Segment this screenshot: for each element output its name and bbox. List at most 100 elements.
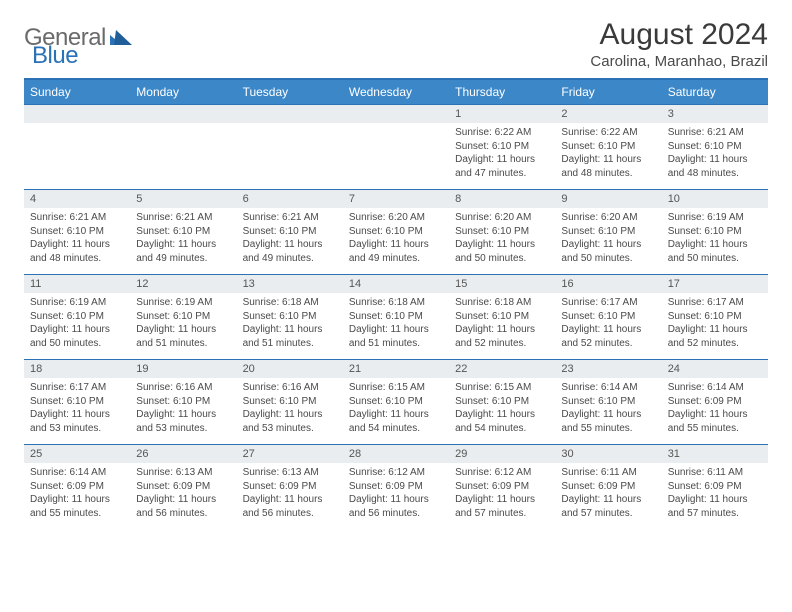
day-number-cell: 28 [343, 445, 449, 464]
day-number-cell: 2 [555, 105, 661, 124]
sunset-line: Sunset: 6:09 PM [561, 480, 655, 494]
sunrise-line: Sunrise: 6:16 AM [136, 381, 230, 395]
daylight-line: Daylight: 11 hours and 53 minutes. [30, 408, 124, 435]
day-number: 31 [662, 445, 768, 463]
day-info-cell: Sunrise: 6:15 AMSunset: 6:10 PMDaylight:… [343, 378, 449, 445]
sun-info: Sunrise: 6:17 AMSunset: 6:10 PMDaylight:… [555, 293, 661, 354]
sunrise-line: Sunrise: 6:19 AM [668, 211, 762, 225]
day-number-row: 18192021222324 [24, 360, 768, 379]
day-number: 29 [449, 445, 555, 463]
daylight-line: Daylight: 11 hours and 50 minutes. [30, 323, 124, 350]
sunset-line: Sunset: 6:10 PM [455, 395, 549, 409]
weekday-header: Monday [130, 79, 236, 105]
day-number [24, 105, 130, 111]
sunrise-line: Sunrise: 6:21 AM [243, 211, 337, 225]
sunrise-line: Sunrise: 6:19 AM [136, 296, 230, 310]
sunrise-line: Sunrise: 6:16 AM [243, 381, 337, 395]
weekday-header: Thursday [449, 79, 555, 105]
sunrise-line: Sunrise: 6:12 AM [455, 466, 549, 480]
sunset-line: Sunset: 6:10 PM [30, 225, 124, 239]
sun-info: Sunrise: 6:22 AMSunset: 6:10 PMDaylight:… [449, 123, 555, 184]
day-info-row: Sunrise: 6:19 AMSunset: 6:10 PMDaylight:… [24, 293, 768, 360]
sunrise-line: Sunrise: 6:21 AM [136, 211, 230, 225]
day-number-cell: 25 [24, 445, 130, 464]
sunset-line: Sunset: 6:10 PM [349, 225, 443, 239]
day-number-row: 11121314151617 [24, 275, 768, 294]
daylight-line: Daylight: 11 hours and 50 minutes. [455, 238, 549, 265]
day-number: 9 [555, 190, 661, 208]
sunset-line: Sunset: 6:10 PM [561, 310, 655, 324]
day-info-cell: Sunrise: 6:20 AMSunset: 6:10 PMDaylight:… [343, 208, 449, 275]
day-number: 30 [555, 445, 661, 463]
sunrise-line: Sunrise: 6:11 AM [561, 466, 655, 480]
sun-info: Sunrise: 6:15 AMSunset: 6:10 PMDaylight:… [449, 378, 555, 439]
day-number: 17 [662, 275, 768, 293]
day-info-cell: Sunrise: 6:15 AMSunset: 6:10 PMDaylight:… [449, 378, 555, 445]
sun-info: Sunrise: 6:19 AMSunset: 6:10 PMDaylight:… [662, 208, 768, 269]
day-info-cell: Sunrise: 6:11 AMSunset: 6:09 PMDaylight:… [555, 463, 661, 529]
sunset-line: Sunset: 6:09 PM [455, 480, 549, 494]
daylight-line: Daylight: 11 hours and 56 minutes. [136, 493, 230, 520]
sunset-line: Sunset: 6:10 PM [136, 395, 230, 409]
day-number-cell: 17 [662, 275, 768, 294]
sunrise-line: Sunrise: 6:13 AM [136, 466, 230, 480]
day-info-cell: Sunrise: 6:14 AMSunset: 6:09 PMDaylight:… [24, 463, 130, 529]
weekday-header: Tuesday [237, 79, 343, 105]
day-number: 15 [449, 275, 555, 293]
day-info-cell [130, 123, 236, 190]
sunset-line: Sunset: 6:09 PM [349, 480, 443, 494]
sun-info: Sunrise: 6:17 AMSunset: 6:10 PMDaylight:… [662, 293, 768, 354]
day-number: 14 [343, 275, 449, 293]
day-info-cell: Sunrise: 6:19 AMSunset: 6:10 PMDaylight:… [130, 293, 236, 360]
day-number-cell: 12 [130, 275, 236, 294]
sunset-line: Sunset: 6:10 PM [30, 310, 124, 324]
day-number-cell: 27 [237, 445, 343, 464]
day-info-cell: Sunrise: 6:16 AMSunset: 6:10 PMDaylight:… [237, 378, 343, 445]
sun-info: Sunrise: 6:22 AMSunset: 6:10 PMDaylight:… [555, 123, 661, 184]
sun-info: Sunrise: 6:16 AMSunset: 6:10 PMDaylight:… [130, 378, 236, 439]
day-number [237, 105, 343, 111]
sun-info: Sunrise: 6:20 AMSunset: 6:10 PMDaylight:… [343, 208, 449, 269]
sunset-line: Sunset: 6:09 PM [243, 480, 337, 494]
sun-info: Sunrise: 6:11 AMSunset: 6:09 PMDaylight:… [555, 463, 661, 524]
sun-info: Sunrise: 6:19 AMSunset: 6:10 PMDaylight:… [130, 293, 236, 354]
daylight-line: Daylight: 11 hours and 48 minutes. [561, 153, 655, 180]
sunset-line: Sunset: 6:10 PM [136, 310, 230, 324]
daylight-line: Daylight: 11 hours and 52 minutes. [455, 323, 549, 350]
day-info-cell: Sunrise: 6:21 AMSunset: 6:10 PMDaylight:… [130, 208, 236, 275]
day-number: 24 [662, 360, 768, 378]
sunset-line: Sunset: 6:10 PM [561, 395, 655, 409]
day-number: 5 [130, 190, 236, 208]
daylight-line: Daylight: 11 hours and 53 minutes. [243, 408, 337, 435]
day-number-cell: 23 [555, 360, 661, 379]
day-info-row: Sunrise: 6:21 AMSunset: 6:10 PMDaylight:… [24, 208, 768, 275]
day-number [343, 105, 449, 111]
sunset-line: Sunset: 6:10 PM [561, 140, 655, 154]
day-info-cell: Sunrise: 6:18 AMSunset: 6:10 PMDaylight:… [449, 293, 555, 360]
sunset-line: Sunset: 6:10 PM [668, 140, 762, 154]
day-number-cell: 21 [343, 360, 449, 379]
weekday-header: Wednesday [343, 79, 449, 105]
sun-info: Sunrise: 6:14 AMSunset: 6:10 PMDaylight:… [555, 378, 661, 439]
sun-info: Sunrise: 6:16 AMSunset: 6:10 PMDaylight:… [237, 378, 343, 439]
daylight-line: Daylight: 11 hours and 57 minutes. [561, 493, 655, 520]
day-number: 26 [130, 445, 236, 463]
day-info-cell: Sunrise: 6:12 AMSunset: 6:09 PMDaylight:… [343, 463, 449, 529]
sunrise-line: Sunrise: 6:21 AM [30, 211, 124, 225]
weekday-header: Friday [555, 79, 661, 105]
weekday-header: Saturday [662, 79, 768, 105]
day-info-cell: Sunrise: 6:17 AMSunset: 6:10 PMDaylight:… [555, 293, 661, 360]
sunrise-line: Sunrise: 6:14 AM [668, 381, 762, 395]
sunrise-line: Sunrise: 6:21 AM [668, 126, 762, 140]
sunrise-line: Sunrise: 6:13 AM [243, 466, 337, 480]
sun-info: Sunrise: 6:20 AMSunset: 6:10 PMDaylight:… [449, 208, 555, 269]
day-number: 12 [130, 275, 236, 293]
sunset-line: Sunset: 6:10 PM [349, 310, 443, 324]
sun-info: Sunrise: 6:21 AMSunset: 6:10 PMDaylight:… [130, 208, 236, 269]
day-info-cell: Sunrise: 6:21 AMSunset: 6:10 PMDaylight:… [24, 208, 130, 275]
sunset-line: Sunset: 6:10 PM [243, 225, 337, 239]
day-info-cell: Sunrise: 6:19 AMSunset: 6:10 PMDaylight:… [24, 293, 130, 360]
day-info-row: Sunrise: 6:17 AM Sunset: 6:10 PM Daylight:… [24, 378, 768, 445]
sun-info: Sunrise: 6:20 AMSunset: 6:10 PMDaylight:… [555, 208, 661, 269]
sunrise-line: Sunrise: 6:17 AM [30, 381, 124, 395]
